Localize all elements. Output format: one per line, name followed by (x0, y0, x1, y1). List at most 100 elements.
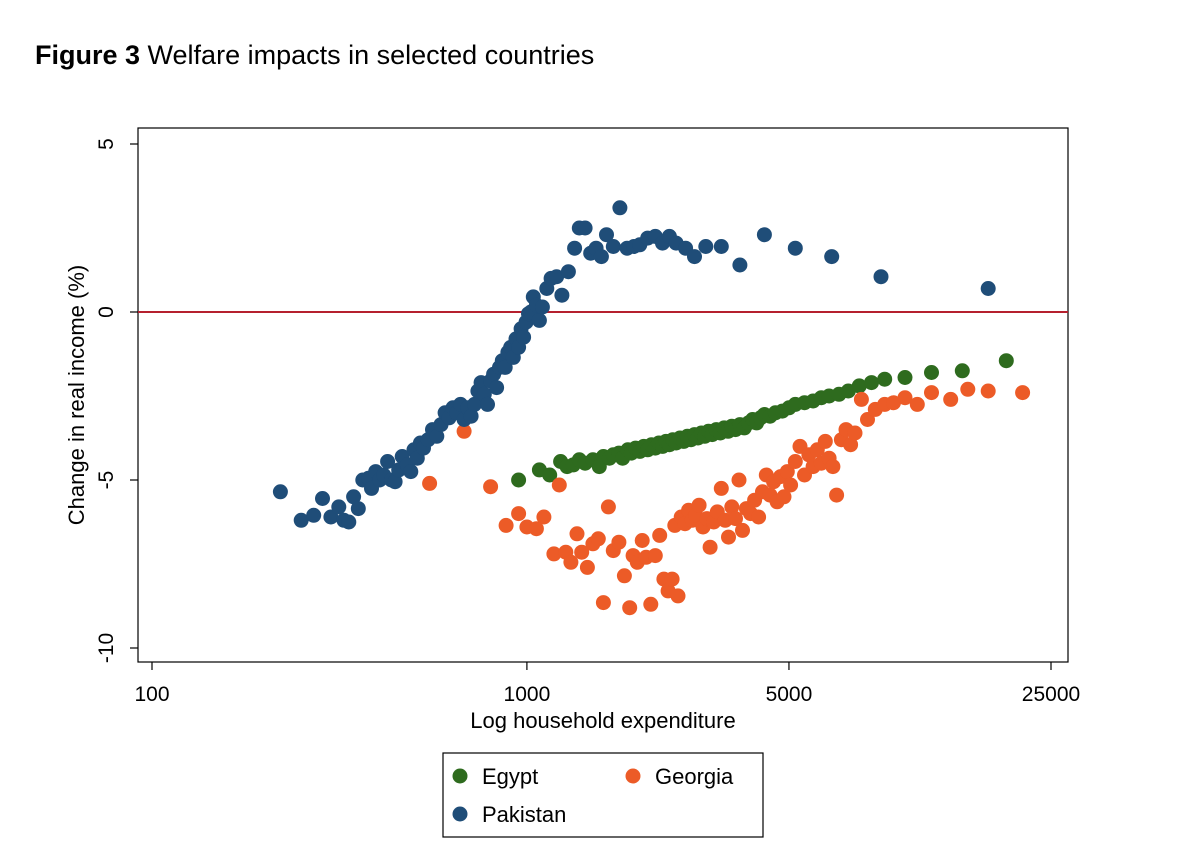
data-point-pakistan (605, 239, 621, 254)
data-point-georgia (728, 511, 743, 527)
data-point-egypt (542, 467, 558, 483)
data-point-georgia (817, 433, 833, 449)
data-point-pakistan (315, 491, 330, 506)
legend-box (442, 752, 764, 838)
data-point-pakistan (350, 501, 366, 517)
data-point-georgia (483, 479, 499, 495)
y-axis-label: Change in real income (%) (64, 265, 89, 525)
data-point-georgia (713, 480, 729, 496)
data-point-georgia (825, 459, 841, 475)
series-pakistan (272, 200, 996, 530)
y-tick-label: -10 (95, 633, 118, 663)
data-point-pakistan (429, 428, 445, 444)
data-point-georgia (843, 437, 859, 453)
data-point-georgia (731, 472, 747, 488)
data-point-georgia (536, 509, 552, 525)
y-tick-label: 0 (95, 306, 118, 318)
plot-frame (137, 127, 1069, 663)
data-point-pakistan (346, 489, 362, 505)
data-point-georgia (691, 497, 707, 513)
data-point-pakistan (554, 287, 570, 303)
data-point-pakistan (306, 507, 322, 523)
data-point-georgia (595, 595, 611, 611)
data-point-georgia (776, 489, 792, 505)
data-point-pakistan (599, 227, 614, 243)
data-point-georgia (664, 571, 680, 587)
data-point-georgia (829, 487, 845, 503)
data-point-egypt (511, 472, 527, 488)
data-point-egypt (851, 378, 867, 394)
data-point-egypt (897, 370, 913, 385)
data-point-georgia (847, 425, 863, 441)
legend-marker-pakistan (452, 806, 468, 822)
data-point-georgia (616, 568, 632, 584)
x-tick-label: 1000 (504, 683, 551, 706)
x-tick-label: 25000 (1022, 683, 1080, 706)
data-point-georgia (702, 539, 718, 555)
y-tick-label: 5 (95, 138, 118, 150)
data-point-georgia (551, 477, 567, 493)
legend-marker-egypt (452, 768, 468, 784)
x-tick-label: 100 (134, 683, 169, 706)
data-point-georgia (422, 475, 438, 491)
data-point-pakistan (567, 240, 583, 256)
data-point-georgia (853, 391, 869, 407)
data-point-pakistan (873, 269, 889, 285)
data-point-georgia (622, 600, 638, 616)
data-point-georgia (860, 412, 875, 427)
data-point-pakistan (560, 264, 576, 280)
data-point-georgia (569, 526, 585, 542)
data-point-georgia (909, 396, 925, 412)
data-point-georgia (511, 506, 527, 522)
data-point-georgia (721, 529, 736, 545)
data-point-georgia (1015, 385, 1031, 401)
data-point-pakistan (293, 512, 309, 528)
data-point-egypt (954, 363, 970, 379)
data-point-pakistan (577, 220, 593, 236)
data-point-pakistan (467, 396, 482, 412)
data-point-georgia (643, 596, 659, 612)
data-point-georgia (456, 423, 472, 439)
data-point-pakistan (713, 239, 729, 254)
data-point-pakistan (593, 249, 609, 265)
legend-marker-georgia (625, 768, 641, 784)
data-point-georgia (498, 517, 514, 533)
data-point-pakistan (698, 239, 714, 254)
data-point-pakistan (497, 359, 513, 375)
data-point-georgia (528, 521, 544, 537)
data-point-georgia (563, 554, 579, 570)
data-point-georgia (590, 531, 606, 547)
data-point-pakistan (531, 312, 547, 328)
data-point-egypt (998, 353, 1014, 369)
legend-label-georgia: Georgia (655, 764, 734, 789)
x-axis-label: Log household expenditure (470, 708, 735, 733)
legend-label-egypt: Egypt (482, 764, 538, 789)
data-point-egypt (877, 371, 893, 387)
data-point-pakistan (380, 454, 396, 469)
series-egypt (511, 353, 1014, 488)
figure-title: Figure 3 Welfare impacts in selected cou… (35, 40, 594, 71)
figure-label: Figure 3 (35, 40, 141, 70)
data-point-pakistan (323, 509, 339, 525)
data-point-pakistan (403, 464, 419, 480)
data-point-georgia (546, 546, 562, 562)
data-point-pakistan (612, 200, 628, 216)
data-point-pakistan (489, 380, 505, 396)
x-tick-label: 5000 (766, 683, 813, 706)
data-point-georgia (735, 522, 750, 538)
data-point-egypt (924, 365, 939, 380)
data-point-georgia (924, 385, 939, 401)
data-point-pakistan (756, 227, 772, 243)
data-point-georgia (579, 559, 595, 575)
data-point-georgia (751, 509, 767, 525)
data-point-georgia (647, 548, 663, 564)
data-point-pakistan (331, 499, 347, 515)
data-point-pakistan (516, 329, 532, 345)
data-point-pakistan (980, 281, 996, 296)
data-point-pakistan (534, 299, 550, 315)
legend-label-pakistan: Pakistan (482, 802, 566, 827)
data-point-georgia (783, 477, 799, 493)
data-point-georgia (652, 527, 668, 543)
data-point-pakistan (463, 408, 479, 424)
